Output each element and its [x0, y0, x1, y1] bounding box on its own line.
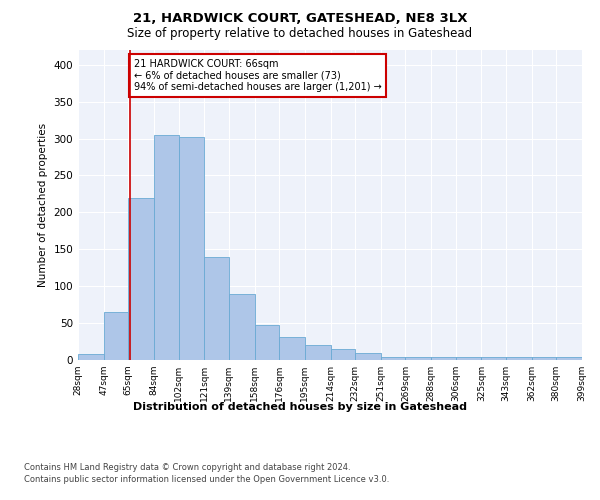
Bar: [406, 357, 431, 360]
Y-axis label: Number of detached properties: Number of detached properties: [38, 123, 48, 287]
Bar: [128, 198, 154, 360]
Text: Size of property relative to detached houses in Gateshead: Size of property relative to detached ho…: [127, 28, 473, 40]
Text: Contains HM Land Registry data © Crown copyright and database right 2024.: Contains HM Land Registry data © Crown c…: [24, 462, 350, 471]
Bar: [305, 345, 331, 360]
Bar: [506, 357, 532, 360]
Bar: [154, 135, 179, 360]
Bar: [532, 357, 556, 360]
Bar: [179, 137, 205, 360]
Text: 21, HARDWICK COURT, GATESHEAD, NE8 3LX: 21, HARDWICK COURT, GATESHEAD, NE8 3LX: [133, 12, 467, 26]
Bar: [481, 357, 506, 360]
Bar: [331, 349, 355, 360]
Bar: [556, 357, 582, 360]
Bar: [455, 357, 481, 360]
Text: 21 HARDWICK COURT: 66sqm
← 6% of detached houses are smaller (73)
94% of semi-de: 21 HARDWICK COURT: 66sqm ← 6% of detache…: [134, 59, 382, 92]
Text: Contains public sector information licensed under the Open Government Licence v3: Contains public sector information licen…: [24, 475, 389, 484]
Bar: [229, 294, 254, 360]
Bar: [254, 326, 279, 360]
Bar: [205, 256, 229, 360]
Bar: [431, 357, 455, 360]
Bar: [381, 357, 406, 360]
Bar: [279, 337, 305, 360]
Bar: [78, 354, 104, 360]
Bar: [104, 312, 128, 360]
Text: Distribution of detached houses by size in Gateshead: Distribution of detached houses by size …: [133, 402, 467, 412]
Bar: [355, 352, 381, 360]
